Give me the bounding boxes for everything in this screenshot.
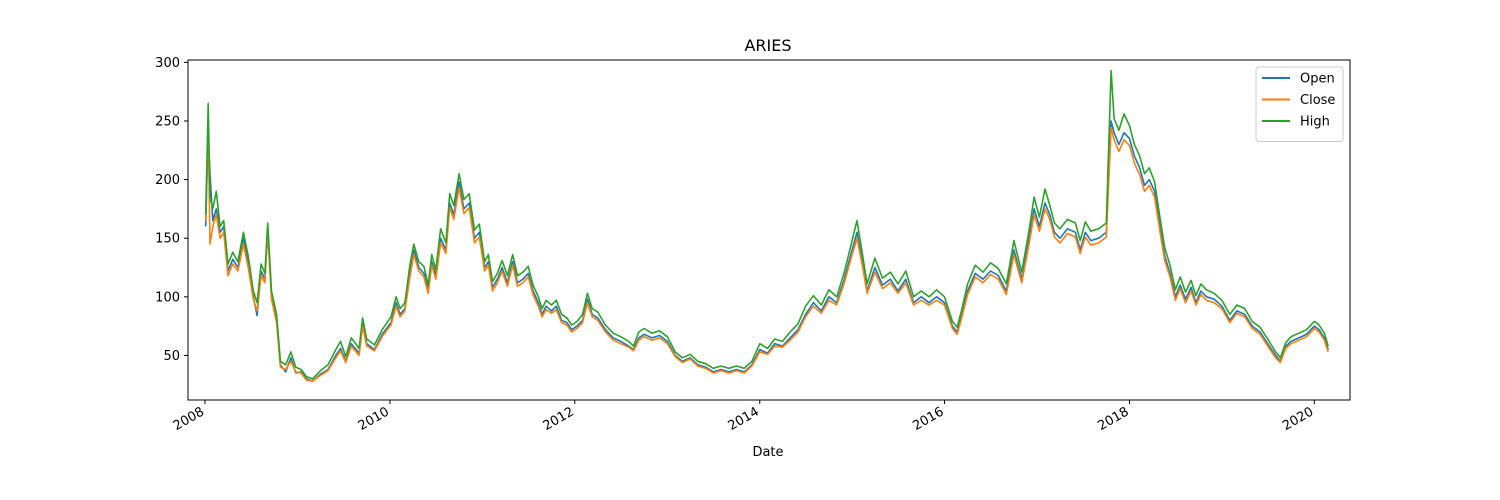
legend-label-open: Open (1300, 72, 1335, 87)
y-tick-label: 250 (155, 114, 180, 129)
y-tick-label: 100 (155, 290, 180, 305)
legend: Open Close High (1255, 66, 1344, 142)
plot-frame (187, 59, 1351, 401)
y-tick-label: 300 (155, 56, 180, 71)
series-layer (204, 69, 1329, 382)
series-line-open (204, 120, 1329, 382)
y-tick-label: 150 (155, 232, 180, 247)
legend-label-high: High (1300, 115, 1330, 130)
y-axis: 50 100 150 200 250 300 (155, 56, 188, 364)
series-line-high (204, 69, 1329, 380)
y-tick-label: 50 (163, 349, 180, 364)
legend-label-close: Close (1300, 93, 1335, 108)
x-axis-label: Date (752, 445, 783, 460)
chart-title: ARIES (744, 36, 791, 55)
y-tick-label: 200 (155, 173, 180, 188)
legend-box (1255, 66, 1344, 142)
series-line-close (204, 126, 1329, 382)
